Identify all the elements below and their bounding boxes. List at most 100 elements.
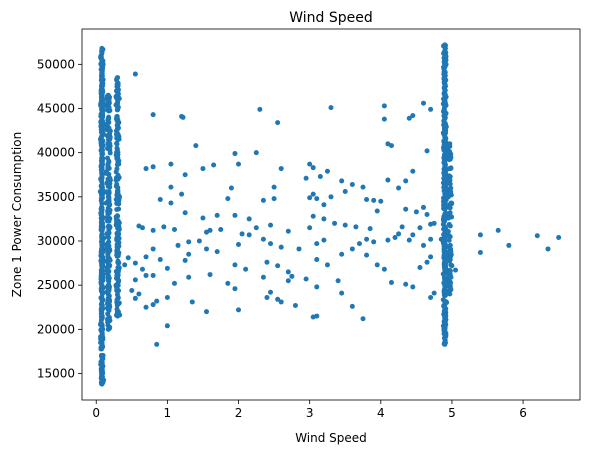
data-point xyxy=(447,156,453,162)
data-point xyxy=(115,242,121,248)
data-point xyxy=(116,201,122,207)
data-point xyxy=(442,211,448,217)
data-point xyxy=(534,233,540,239)
data-point xyxy=(275,263,281,269)
data-point xyxy=(449,263,455,269)
data-point xyxy=(143,166,149,172)
data-point xyxy=(314,313,320,319)
data-point xyxy=(114,252,120,258)
data-point xyxy=(246,216,252,222)
data-point xyxy=(447,258,452,264)
data-point xyxy=(214,212,220,218)
data-point xyxy=(396,231,402,237)
data-point xyxy=(371,239,377,245)
data-point xyxy=(428,254,434,260)
data-point xyxy=(115,258,121,264)
data-point xyxy=(115,75,121,81)
data-point xyxy=(193,143,199,149)
data-point xyxy=(113,216,119,222)
data-point xyxy=(381,266,387,272)
plot-frame xyxy=(81,28,581,401)
data-point xyxy=(105,234,111,240)
data-point xyxy=(98,374,104,380)
data-point xyxy=(442,123,448,129)
data-point xyxy=(99,226,105,232)
data-point xyxy=(115,134,121,140)
data-point xyxy=(374,208,380,214)
data-point xyxy=(115,107,121,113)
data-point xyxy=(98,129,104,135)
data-point xyxy=(388,280,394,286)
data-point xyxy=(441,170,447,176)
data-point xyxy=(100,114,106,120)
data-point xyxy=(388,143,394,149)
data-point xyxy=(360,316,366,322)
data-point xyxy=(236,307,242,313)
data-point xyxy=(441,217,447,223)
data-point xyxy=(447,285,453,291)
data-point xyxy=(182,172,188,178)
points-layer xyxy=(97,42,562,387)
x-tick-label: 0 xyxy=(92,406,100,420)
data-point xyxy=(132,295,138,301)
data-point xyxy=(150,302,156,308)
data-point xyxy=(275,296,281,302)
data-point xyxy=(236,242,242,248)
data-point xyxy=(114,126,120,132)
data-point xyxy=(228,185,234,191)
data-point xyxy=(105,288,111,294)
y-axis-label: Zone 1 Power Consumption xyxy=(10,132,24,297)
data-point xyxy=(495,227,501,233)
data-point xyxy=(442,135,448,141)
data-point xyxy=(100,334,106,340)
data-point xyxy=(246,232,252,238)
data-point xyxy=(410,113,416,119)
data-point xyxy=(445,229,451,235)
data-point xyxy=(442,317,448,323)
data-point xyxy=(150,112,156,118)
data-point xyxy=(168,200,174,206)
data-point xyxy=(257,106,263,112)
data-point xyxy=(164,265,170,271)
data-point xyxy=(441,335,447,341)
data-point xyxy=(99,325,105,331)
data-point xyxy=(446,237,452,243)
data-point xyxy=(104,169,110,175)
data-point xyxy=(136,291,142,297)
data-point xyxy=(116,161,122,167)
data-point xyxy=(446,173,452,179)
data-point xyxy=(106,202,112,208)
data-point xyxy=(99,147,105,153)
data-point xyxy=(105,275,111,281)
data-point xyxy=(289,273,295,279)
data-point xyxy=(99,77,105,83)
data-point xyxy=(207,227,213,233)
data-point xyxy=(171,280,177,286)
data-point xyxy=(106,190,112,196)
data-point xyxy=(447,234,453,240)
data-point xyxy=(115,172,121,178)
data-point xyxy=(278,244,284,250)
data-point xyxy=(443,225,449,231)
data-point xyxy=(115,225,121,231)
data-point xyxy=(113,88,119,94)
x-axis: 0 1 2 3 4 5 6 xyxy=(92,400,527,420)
y-tick-label: 35000 xyxy=(37,190,75,204)
data-point xyxy=(431,220,437,226)
data-point xyxy=(360,184,366,190)
data-point xyxy=(275,120,281,126)
y-tick-label: 40000 xyxy=(37,146,75,160)
data-point xyxy=(207,272,213,278)
data-point xyxy=(447,291,453,297)
data-point xyxy=(399,224,405,230)
x-tick-label: 6 xyxy=(519,406,527,420)
data-point xyxy=(406,237,412,243)
data-point xyxy=(189,299,195,305)
data-point xyxy=(356,241,362,247)
y-axis: 15000 20000 25000 30000 35000 40000 45000 50000 xyxy=(37,57,82,381)
data-point xyxy=(442,230,448,236)
data-point xyxy=(98,362,104,368)
data-point xyxy=(441,188,447,194)
data-point xyxy=(441,261,447,267)
y-tick-label: 20000 xyxy=(37,322,75,336)
